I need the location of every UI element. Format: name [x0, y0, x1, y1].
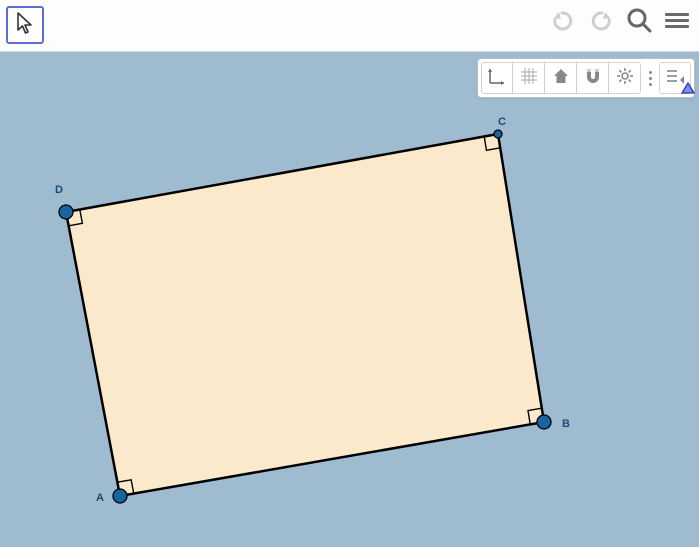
point-c[interactable]	[494, 130, 502, 138]
undo-button[interactable]	[549, 6, 577, 34]
rectangle-abcd[interactable]	[66, 134, 544, 496]
label-c: C	[498, 116, 506, 128]
search-button[interactable]	[625, 6, 653, 34]
label-a: A	[96, 492, 104, 504]
geogebra-app: A B C D	[0, 0, 699, 547]
menu-button[interactable]	[663, 6, 691, 34]
hamburger-icon	[665, 10, 689, 31]
point-a[interactable]	[113, 489, 127, 503]
top-right-controls	[549, 6, 691, 34]
label-b: B	[562, 418, 570, 430]
point-b[interactable]	[537, 415, 551, 429]
cursor-icon	[14, 11, 36, 40]
top-toolbar	[0, 0, 699, 52]
point-d[interactable]	[59, 205, 73, 219]
construction-svg	[0, 52, 699, 547]
label-d: D	[55, 184, 63, 196]
move-tool-button[interactable]	[6, 6, 44, 44]
graphics-view[interactable]: A B C D	[0, 52, 699, 547]
redo-button[interactable]	[587, 6, 615, 34]
